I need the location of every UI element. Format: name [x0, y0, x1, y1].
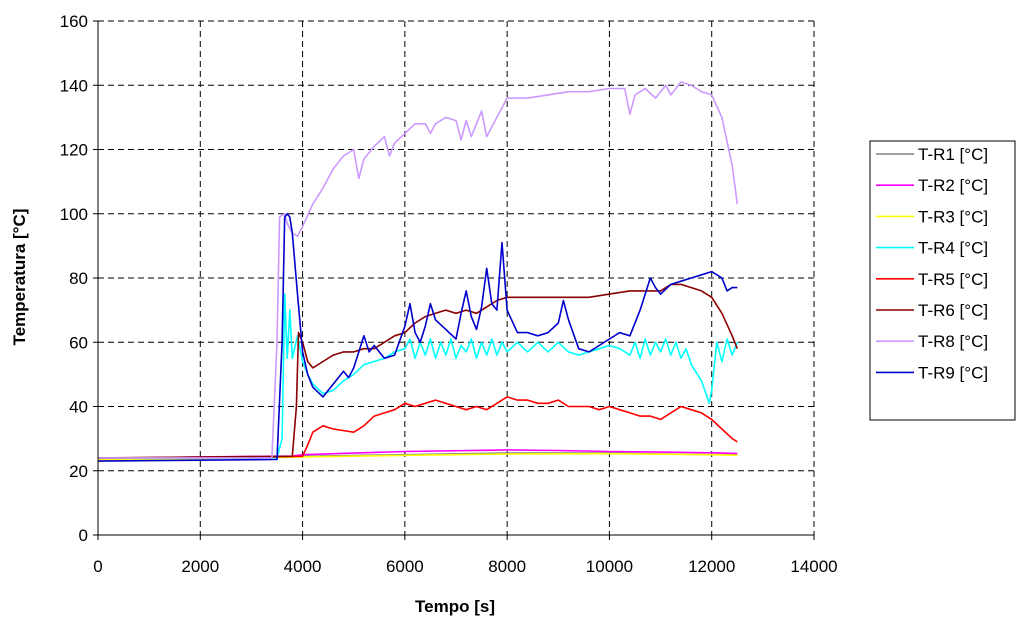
y-axis-title: Temperatura [°C]: [10, 209, 29, 346]
x-tick-label: 2000: [181, 557, 219, 576]
legend-label: T-R2 [°C]: [918, 176, 988, 195]
legend-label: T-R8 [°C]: [918, 332, 988, 351]
series-line-5: [97, 396, 738, 459]
x-tick-label: 4000: [284, 557, 322, 576]
y-tick-label: 140: [60, 76, 88, 95]
grid: [98, 20, 815, 535]
y-tick-label: 160: [60, 12, 88, 31]
series-line-7: [98, 81, 739, 459]
legend-label: T-R9 [°C]: [918, 363, 988, 382]
legend-label: T-R1 [°C]: [918, 145, 988, 164]
y-tick-label: 0: [79, 526, 88, 545]
x-tick-label: 12000: [688, 557, 735, 576]
legend-box: [869, 140, 1016, 421]
y-tick-label: 40: [69, 398, 88, 417]
series-line-6: [97, 283, 739, 459]
x-tick-label: 6000: [386, 557, 424, 576]
legend-label: T-R3 [°C]: [918, 207, 988, 226]
x-tick-label: 14000: [790, 557, 837, 576]
y-tick-label: 120: [60, 141, 88, 160]
legend-label: T-R5 [°C]: [918, 270, 988, 289]
axes: [93, 20, 815, 540]
plot-series: [97, 81, 739, 462]
tick-labels: 0 20 40 60 80 100 120 140 160 0 2000 4000 6000 8000 10…: [60, 12, 838, 576]
x-tick-label: 10000: [586, 557, 633, 576]
y-tick-label: 60: [69, 333, 88, 352]
series-line-4: [98, 293, 739, 459]
legend-label: T-R6 [°C]: [918, 301, 988, 320]
x-axis-title: Tempo [s]: [415, 597, 495, 616]
legend: T-R1 [°C] T-R2 [°C] T-R3 [°C] T-R4 [°C] T-R5…: [869, 140, 1016, 421]
series-line-8: [97, 213, 738, 462]
y-tick-label: 100: [60, 205, 88, 224]
x-tick-label: 0: [93, 557, 102, 576]
y-tick-label: 20: [69, 462, 88, 481]
y-tick-label: 80: [69, 269, 88, 288]
legend-label: T-R4 [°C]: [918, 239, 988, 258]
x-tick-label: 8000: [488, 557, 526, 576]
